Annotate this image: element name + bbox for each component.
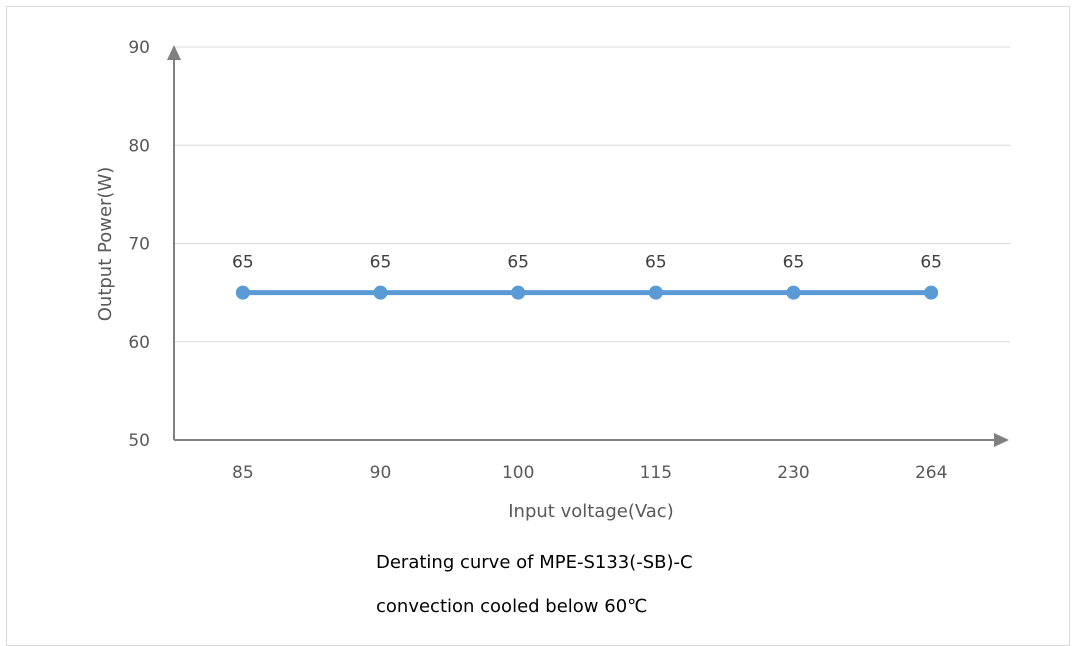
caption-line-1: Derating curve of MPE-S133(-SB)-C: [376, 552, 693, 573]
y-axis-title: Output Power(W): [95, 167, 116, 322]
data-label: 65: [507, 253, 529, 273]
x-tick-label: 264: [915, 463, 947, 483]
data-point: [648, 285, 663, 300]
series-layer: [235, 285, 939, 300]
data-labels: 65 65 65 65 65 65: [232, 253, 942, 273]
y-tick-label: 50: [128, 431, 150, 451]
y-tick-label: 90: [128, 38, 150, 58]
caption-line-2: convection cooled below 60℃: [376, 596, 648, 617]
x-tick-label: 230: [777, 463, 809, 483]
axes: [167, 45, 1009, 447]
tick-labels: 50 60 70 80 90 85 90 100 115 230 264: [128, 38, 947, 483]
x-tick-label: 85: [232, 463, 254, 483]
data-point: [786, 285, 801, 300]
x-axis-arrow: [994, 433, 1009, 447]
derating-chart: 50 60 70 80 90 85 90 100 115 230 264 65 65 65 65 65 65 …: [95, 38, 1010, 522]
data-point: [373, 285, 388, 300]
y-tick-label: 60: [128, 333, 150, 353]
data-label: 65: [645, 253, 667, 273]
x-axis-title: Input voltage(Vac): [508, 501, 673, 522]
y-tick-label: 70: [128, 235, 150, 255]
data-point: [511, 285, 526, 300]
data-label: 65: [920, 253, 942, 273]
x-tick-label: 115: [640, 463, 672, 483]
data-label: 65: [232, 253, 254, 273]
y-tick-label: 80: [128, 136, 150, 156]
y-axis-arrow: [167, 45, 181, 60]
x-tick-label: 90: [370, 463, 392, 483]
data-point: [924, 285, 939, 300]
data-label: 65: [783, 253, 805, 273]
data-point: [235, 285, 250, 300]
data-label: 65: [370, 253, 392, 273]
gridlines: [174, 46, 1010, 343]
x-tick-label: 100: [502, 463, 534, 483]
